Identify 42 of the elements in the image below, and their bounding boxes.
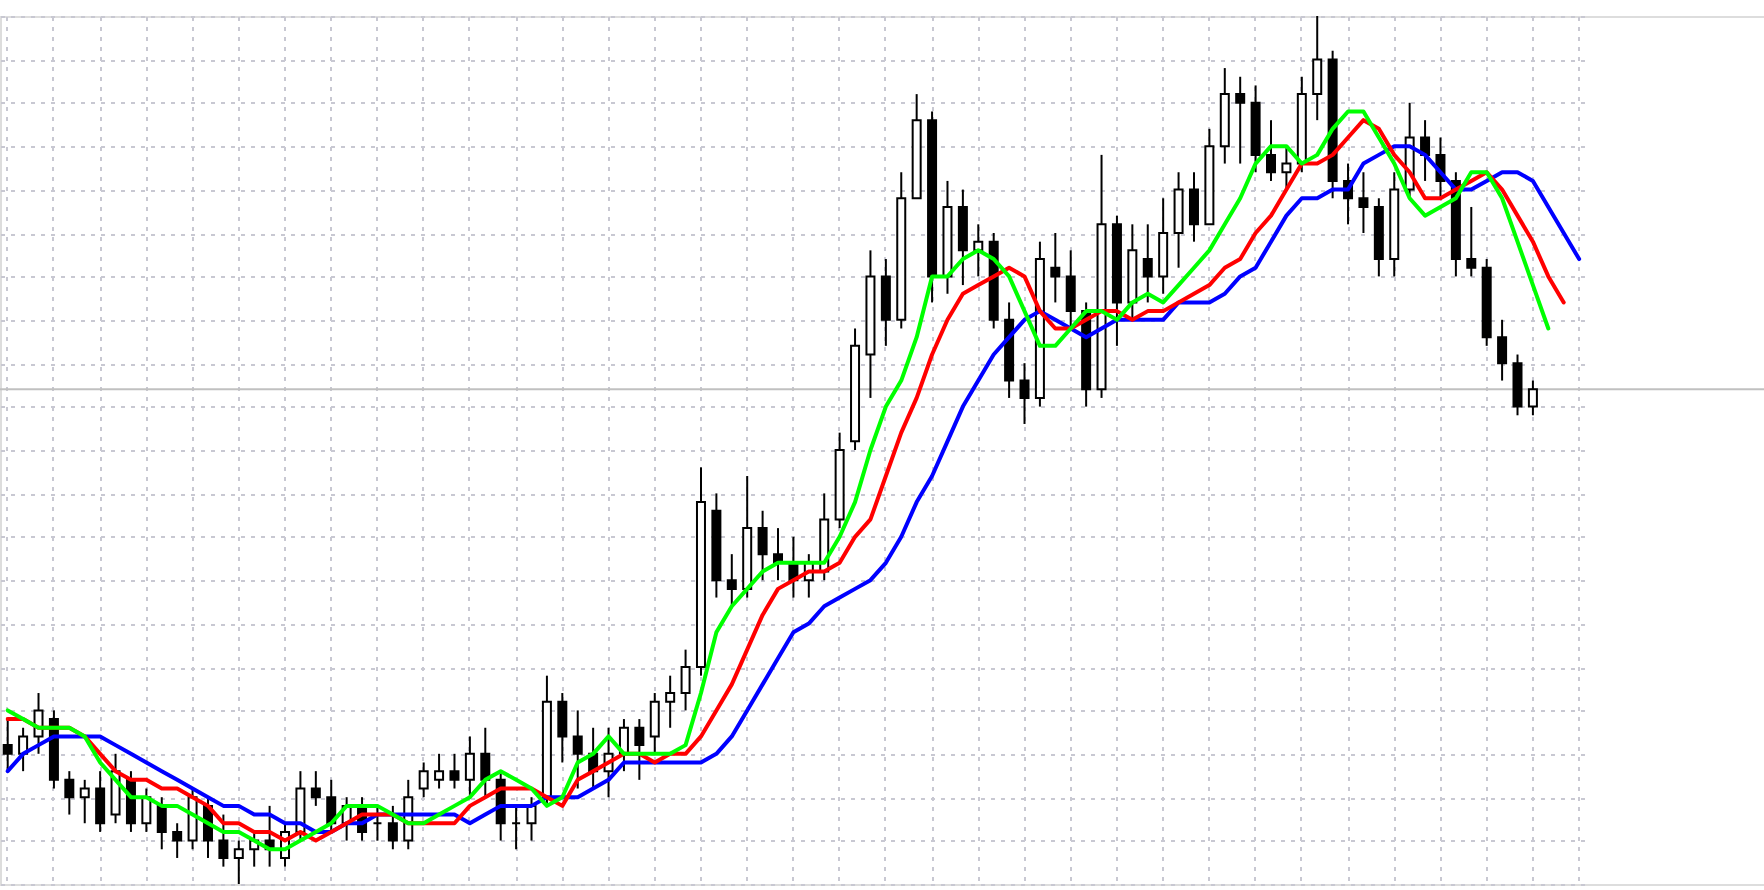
candlestick (726, 553, 737, 608)
candlestick (1358, 171, 1369, 234)
candlestick (880, 258, 891, 347)
candlestick (218, 813, 229, 868)
candlestick (665, 674, 676, 729)
candlestick (95, 770, 106, 833)
candlestick (1466, 205, 1477, 278)
candlestick (1497, 318, 1508, 382)
candlestick (233, 839, 244, 885)
candlestick (2, 718, 13, 773)
candlestick (634, 718, 645, 781)
candlestick (1312, 15, 1323, 122)
candlestick (434, 752, 445, 790)
candlestick (449, 752, 460, 790)
candlestick (649, 692, 660, 755)
candlestick (64, 770, 75, 816)
candlestick (418, 761, 429, 799)
candlestick (1188, 171, 1199, 243)
candlestick (1527, 379, 1538, 417)
candlestick (1158, 197, 1169, 295)
candlestick (156, 796, 167, 851)
candlestick (464, 735, 475, 799)
candlestick (757, 509, 768, 582)
candlestick (310, 770, 321, 807)
candlestick (79, 778, 90, 825)
candlestick (680, 648, 691, 712)
candlestick (18, 726, 29, 773)
candlestick (1050, 232, 1061, 304)
candlestick (1266, 119, 1276, 182)
candlestick (172, 822, 183, 859)
candlestick (957, 188, 968, 287)
candlestick (1512, 353, 1523, 417)
candlestick (557, 692, 568, 764)
candlestick (1281, 145, 1292, 191)
candlestick (1142, 223, 1153, 304)
candlestick (1065, 249, 1076, 330)
candlestick (1235, 75, 1246, 165)
candlestick (480, 726, 491, 799)
candlestick (387, 804, 398, 851)
candlestick (572, 709, 583, 790)
candlestick (1019, 362, 1030, 425)
candlestick (1173, 171, 1184, 269)
